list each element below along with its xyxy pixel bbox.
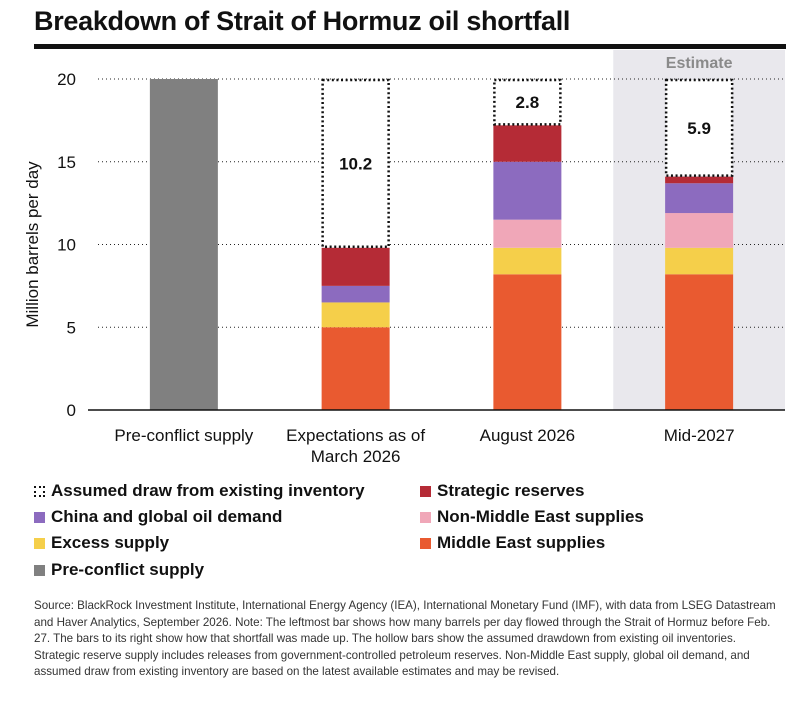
legend-swatch-non-me [420, 511, 431, 523]
legend-item: Non-Middle East supplies [420, 507, 644, 527]
legend: Assumed draw from existing inventory Str… [34, 478, 774, 586]
legend-item: Assumed draw from existing inventory [34, 481, 365, 501]
bar-inventory-draw [664, 78, 734, 177]
legend-item: Middle East supplies [420, 533, 605, 553]
source-note: Source: BlackRock Investment Institute, … [34, 599, 776, 679]
bar-segment-non-middle-east-supplies [665, 213, 734, 248]
bar-segment-china-and-global-oil-demand [493, 161, 562, 220]
bar-segment-non-middle-east-supplies [493, 219, 562, 248]
bar-segment-excess-supply [665, 247, 734, 275]
bar-segment-pre-conflict-supply [149, 79, 218, 410]
bar-inventory-draw [493, 78, 562, 126]
legend-label: China and global oil demand [51, 507, 283, 526]
x-tick-label: Pre-conflict supply [114, 426, 253, 445]
legend-label: Assumed draw from existing inventory [51, 481, 365, 500]
y-tick-label: 15 [57, 153, 76, 172]
y-tick-label: 0 [67, 401, 76, 420]
legend-item: Excess supply [34, 533, 169, 553]
bar-segment-excess-supply [321, 302, 390, 328]
legend-label: Pre-conflict supply [51, 560, 205, 579]
legend-swatch-pre-conflict [34, 564, 45, 576]
chart-title: Breakdown of Strait of Hormuz oil shortf… [34, 6, 571, 36]
bar-segment-excess-supply [493, 247, 562, 275]
bar-segment-china-and-global-oil-demand [665, 183, 734, 214]
bar-segment-middle-east-supplies [493, 274, 562, 410]
legend-label: Excess supply [51, 533, 170, 552]
legend-item: Strategic reserves [420, 481, 584, 501]
bar-segment-strategic-reserves [321, 247, 390, 286]
y-axis-title: Million barrels per day [23, 161, 42, 328]
legend-item: Pre-conflict supply [34, 560, 204, 580]
legend-label: Non-Middle East supplies [437, 507, 644, 526]
legend-swatch-middle-east [420, 537, 431, 549]
legend-item: China and global oil demand [34, 507, 282, 527]
y-tick-label: 10 [57, 236, 76, 255]
data-label: 10.2 [339, 154, 372, 173]
y-tick-label: 20 [57, 70, 76, 89]
legend-swatch-excess [34, 537, 45, 549]
legend-swatch-inventory [34, 485, 45, 497]
data-label: 5.9 [687, 119, 711, 138]
bar-segment-strategic-reserves [665, 176, 734, 184]
x-tick-label: August 2026 [480, 426, 575, 445]
bar-segment-middle-east-supplies [321, 327, 390, 410]
x-tick-label: Mid-2027 [664, 426, 735, 445]
data-label: 2.8 [516, 93, 540, 112]
x-tick-label: Expectations as of [286, 426, 425, 445]
legend-swatch-demand [34, 511, 45, 523]
title-rule [34, 44, 786, 49]
bar-segment-strategic-reserves [493, 125, 562, 162]
bar-chart: Estimate 0 5 10 15 20 10.2 2.8 5.9 Pre-conflict s… [23, 50, 785, 466]
estimate-label: Estimate [666, 55, 733, 72]
bar-segment-china-and-global-oil-demand [321, 285, 390, 303]
legend-label: Strategic reserves [437, 481, 585, 500]
bar-segment-middle-east-supplies [665, 274, 734, 410]
y-tick-label: 5 [67, 318, 76, 337]
bar-inventory-draw [321, 78, 390, 249]
legend-swatch-strategic [420, 485, 431, 497]
x-tick-label: March 2026 [311, 447, 401, 466]
legend-label: Middle East supplies [437, 533, 606, 552]
